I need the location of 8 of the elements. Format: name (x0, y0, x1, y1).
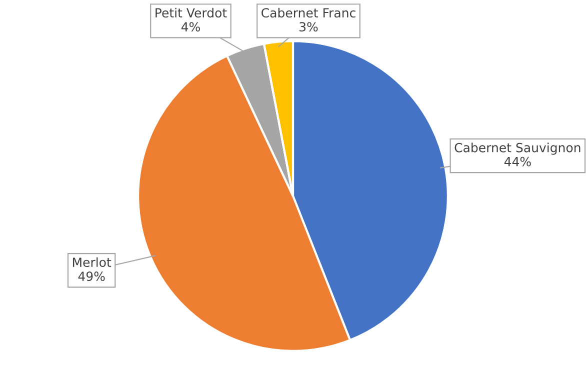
slice-label: Petit Verdot (156, 8, 227, 18)
slice-label: Cabernet Franc (262, 8, 356, 18)
data-label: 4% (181, 22, 200, 32)
slice-label: Merlot (72, 257, 112, 267)
slice-label: Cabernet Sauvignon (454, 142, 580, 155)
data-label: 49% (78, 272, 105, 281)
data-label: 44% (504, 156, 531, 166)
data-label: 3% (300, 22, 318, 32)
